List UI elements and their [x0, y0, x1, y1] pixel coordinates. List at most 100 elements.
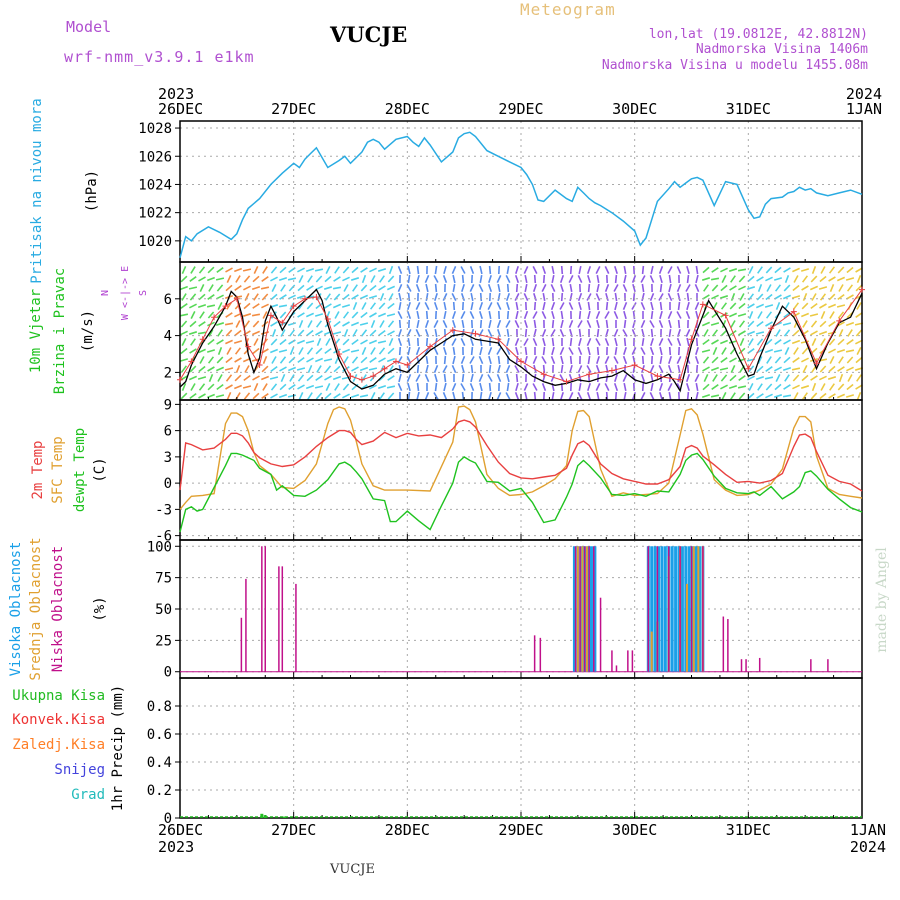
wind-arrow: [253, 382, 259, 392]
wind-arrow: [224, 367, 234, 371]
wind-arrow: [415, 302, 421, 310]
y-tick-label: 4: [164, 329, 172, 345]
wind-arrow: [342, 383, 350, 391]
wind-arrow: [478, 301, 484, 311]
y-tick-label: 0: [164, 665, 172, 681]
wind-arrow: [443, 382, 447, 392]
wind-arrow: [260, 286, 270, 290]
wind-arrow: [208, 373, 214, 383]
wind-arrow: [586, 365, 592, 373]
wind-arrow: [686, 265, 690, 275]
wind-arrow: [306, 302, 314, 310]
wind-arrow: [424, 391, 430, 401]
wind-arrow: [694, 301, 700, 311]
wind-arrow: [306, 329, 314, 337]
wind-arrow: [442, 320, 448, 328]
wind-arrow: [560, 265, 564, 275]
wind-arrow: [351, 356, 359, 364]
wind-arrow: [694, 329, 700, 337]
wind-arrow: [333, 365, 341, 373]
wind-arrow: [323, 358, 333, 362]
wind-arrow: [379, 392, 385, 400]
dewpt-temp-line: [179, 452, 863, 533]
wind-arrow: [305, 384, 315, 390]
wind-arrow: [207, 383, 215, 391]
wind-arrow: [810, 320, 818, 328]
wind-gust-marker: [472, 330, 479, 337]
wind-arrow: [479, 391, 483, 401]
wind-arrow: [701, 349, 711, 353]
wind-arrow: [650, 337, 654, 347]
wind-arrow: [433, 275, 439, 283]
wind-arrow: [793, 275, 799, 283]
wind-arrow: [773, 277, 783, 281]
wind-arrow: [387, 320, 395, 328]
wind-arrow: [577, 292, 583, 302]
wind-arrow: [386, 357, 396, 363]
wind-arrow: [398, 301, 402, 311]
wind-arrow: [747, 303, 755, 309]
wind-arrow: [515, 346, 519, 356]
wind-gust-marker: [245, 343, 252, 350]
wind-arrow: [442, 275, 448, 283]
wind-arrow: [738, 375, 746, 381]
wind-arrow: [216, 284, 224, 292]
wind-arrow: [280, 373, 286, 383]
wind-arrow: [604, 311, 610, 319]
wind-arrow: [189, 293, 197, 301]
wind-arrow: [452, 391, 456, 401]
wind-arrow: [614, 391, 618, 401]
wind-arrow: [350, 321, 360, 327]
wind-arrow: [711, 294, 719, 300]
wind-gust-marker: [392, 358, 399, 365]
wind-arrow: [782, 394, 792, 398]
wind-arrow: [801, 357, 809, 363]
wind-arrow: [533, 292, 537, 302]
wind-arrow: [332, 303, 342, 309]
wind-arrow: [523, 293, 529, 301]
wind-arrow: [387, 302, 395, 310]
wind-arrow: [631, 275, 637, 283]
wind-arrow: [856, 302, 862, 310]
wind-arrow: [252, 320, 260, 328]
wind-arrow: [623, 346, 627, 356]
wind-arrow: [703, 374, 709, 382]
wind-arrow: [524, 274, 528, 284]
wind-arrow: [443, 265, 447, 275]
wind-arrow: [730, 275, 736, 283]
wind-arrow: [333, 393, 341, 399]
wind-arrow: [270, 393, 278, 399]
wind-arrow: [324, 275, 332, 283]
wind-arrow: [747, 392, 755, 400]
wind-arrow: [587, 310, 591, 320]
wind-gust-marker: [654, 373, 661, 380]
y-tick-label: 0.2: [147, 783, 172, 799]
wind-arrow: [306, 285, 314, 291]
wind-arrow: [271, 329, 277, 337]
wind-arrow: [361, 346, 367, 356]
precip-unit-label: 1hr Precip (mm): [110, 685, 126, 811]
wind-arrow: [559, 302, 565, 310]
wind-arrow: [837, 266, 845, 274]
wind-arrow: [280, 329, 286, 337]
x-tick-label-bottom: 26DEC: [158, 821, 203, 839]
wind-arrow: [398, 346, 402, 356]
wind-arrow: [433, 347, 439, 355]
wind-arrow: [479, 274, 483, 284]
wind-arrow: [487, 283, 493, 293]
wind-arrow: [515, 382, 519, 392]
wind-arrow: [710, 277, 720, 281]
y-tick-label: 0.6: [147, 727, 172, 743]
wind-arrow: [360, 267, 368, 273]
wind-arrow: [720, 329, 728, 337]
wind-arrow: [605, 319, 609, 329]
wind-arrow: [388, 265, 394, 275]
wind-arrow: [262, 266, 268, 274]
wind-arrow: [613, 356, 619, 364]
wind-arrow: [225, 312, 233, 318]
wind-arrow: [764, 376, 774, 380]
wind-arrow: [569, 355, 573, 365]
wind-arrow: [506, 310, 510, 320]
wind-arrow: [179, 358, 189, 362]
precip-bar: [260, 813, 264, 818]
